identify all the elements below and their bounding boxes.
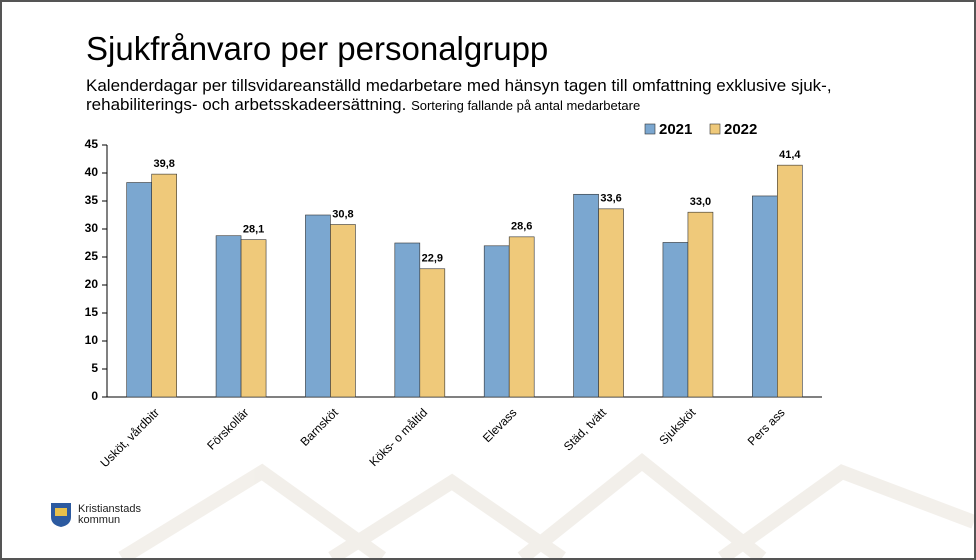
data-label: 33,6 xyxy=(600,193,621,205)
logo-line: kommun xyxy=(78,515,141,526)
x-tick-label: Sjuksköt xyxy=(656,405,698,447)
bar xyxy=(509,237,534,397)
y-tick-label: 25 xyxy=(85,249,99,263)
x-tick-label: Usköt, vårdbitr xyxy=(97,405,162,470)
y-tick-label: 40 xyxy=(85,165,99,179)
y-tick-label: 45 xyxy=(85,137,99,151)
y-tick-label: 35 xyxy=(85,193,99,207)
bar xyxy=(599,209,624,397)
bar xyxy=(752,196,777,397)
x-tick-label: Städ, tvätt xyxy=(561,405,610,454)
bar xyxy=(330,225,355,397)
bar xyxy=(484,246,509,397)
data-label: 33,0 xyxy=(690,196,711,208)
y-tick-label: 30 xyxy=(85,221,99,235)
y-tick-label: 15 xyxy=(85,305,99,319)
legend-label: 2021 xyxy=(659,121,692,138)
y-tick-label: 5 xyxy=(91,361,98,375)
legend-swatch xyxy=(645,124,655,134)
bar xyxy=(305,215,330,397)
x-tick-label: Köks- o måltid xyxy=(367,405,431,469)
data-label: 28,1 xyxy=(243,224,264,236)
bar xyxy=(777,165,802,397)
data-label: 28,6 xyxy=(511,221,532,233)
legend-swatch xyxy=(710,124,720,134)
legend-label: 2022 xyxy=(724,121,757,138)
bar xyxy=(688,212,713,397)
data-label: 30,8 xyxy=(332,208,353,220)
bar xyxy=(241,240,266,397)
x-tick-label: Pers ass xyxy=(745,405,788,448)
bar xyxy=(663,242,688,397)
bar xyxy=(152,174,177,397)
bar xyxy=(216,236,241,397)
bar xyxy=(574,194,599,397)
x-tick-label: Barnsköt xyxy=(297,405,341,449)
x-tick-label: Elevass xyxy=(480,405,520,445)
slide: Sjukfrånvaro per personalgrupp Kalenderd… xyxy=(0,0,976,560)
data-label: 22,9 xyxy=(422,253,443,265)
bar xyxy=(420,269,445,397)
bar xyxy=(395,243,420,397)
x-tick-label: Förskollär xyxy=(204,405,251,452)
y-tick-label: 0 xyxy=(91,389,98,403)
data-label: 41,4 xyxy=(779,149,801,161)
chart: 0 5 10 15 20 25 30 35 40 45 Usköt, vårdbitr 39,8 För… xyxy=(2,2,974,502)
bar xyxy=(127,183,152,397)
y-tick-label: 10 xyxy=(85,333,99,347)
logo-shield xyxy=(50,502,72,528)
y-tick-label: 20 xyxy=(85,277,99,291)
data-label: 39,8 xyxy=(153,158,174,170)
